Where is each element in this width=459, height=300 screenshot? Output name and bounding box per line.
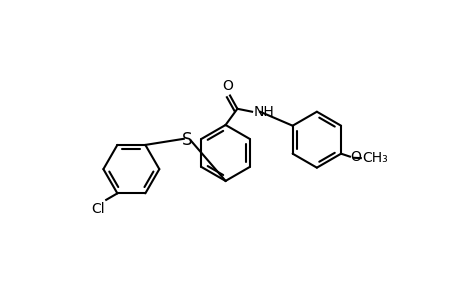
Text: S: S bbox=[182, 131, 192, 149]
Text: Cl: Cl bbox=[91, 202, 105, 216]
Text: O: O bbox=[350, 150, 361, 164]
Text: CH₃: CH₃ bbox=[362, 151, 387, 165]
Text: O: O bbox=[222, 79, 233, 93]
Text: NH: NH bbox=[253, 105, 274, 119]
